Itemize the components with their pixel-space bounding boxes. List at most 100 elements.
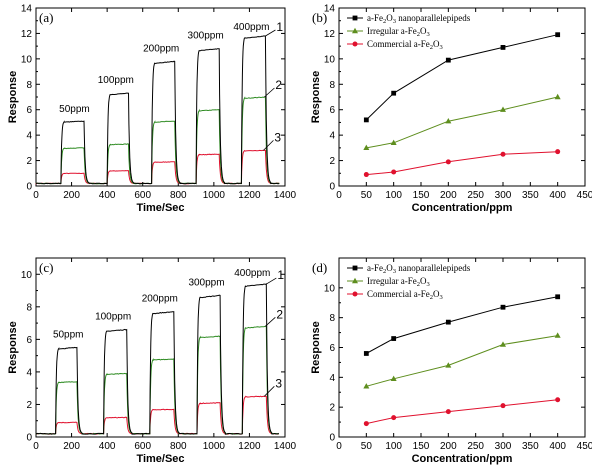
data-point-b-1 bbox=[445, 117, 452, 124]
y-tick-label-a: 2 bbox=[26, 156, 32, 167]
x-tick-label-a: 200 bbox=[63, 190, 80, 201]
x-axis-label-d: Concentration/ppm bbox=[412, 453, 513, 465]
series-line-b-1 bbox=[366, 96, 558, 149]
concentration-label-a: 50ppm bbox=[59, 104, 90, 115]
data-point-d-1 bbox=[445, 362, 452, 368]
data-point-d-2 bbox=[555, 397, 561, 403]
data-point-d-0 bbox=[363, 351, 369, 356]
data-point-b-0 bbox=[500, 45, 506, 50]
y-tick-label-d: 10 bbox=[324, 283, 336, 294]
panel-b: 0 50 100 150 200 250 300 350 400 450 0 2 4 6 8 10 12 14 Co… bbox=[310, 4, 592, 215]
x-tick-label-c: 0 bbox=[33, 441, 39, 452]
x-tick-label-a: 600 bbox=[134, 190, 151, 201]
curve-pointer-c bbox=[266, 277, 277, 285]
data-point-b-2 bbox=[445, 159, 451, 165]
x-tick-label-b: 450 bbox=[577, 190, 592, 201]
x-axis-label-c: Time/Sec bbox=[136, 453, 184, 465]
data-point-d-0 bbox=[500, 304, 506, 310]
data-point-b-0 bbox=[363, 117, 369, 123]
x-tick-label-c: 400 bbox=[99, 441, 116, 452]
curve-number-c: 1 bbox=[277, 268, 284, 282]
x-tick-label-a: 1000 bbox=[203, 190, 226, 201]
panel-d: 0 50 100 150 200 250 300 350 400 450 0 2 4 6 8 10 Concen… bbox=[310, 257, 592, 465]
data-point-d-1 bbox=[500, 341, 506, 347]
legend-entry-b: Commercial a-Fe2O3 bbox=[367, 39, 443, 51]
legend-marker-b bbox=[352, 41, 358, 47]
x-tick-label-b: 400 bbox=[549, 190, 566, 201]
series-line-a-3 bbox=[35, 149, 280, 185]
data-point-d-2 bbox=[445, 409, 451, 415]
x-tick-label-d: 300 bbox=[495, 441, 512, 452]
y-axis-label-d: Response bbox=[310, 321, 322, 374]
y-tick-label-a: 8 bbox=[26, 80, 32, 91]
x-tick-label-c: 600 bbox=[134, 441, 151, 452]
y-tick-label-a: 0 bbox=[26, 182, 32, 193]
x-tick-label-b: 300 bbox=[495, 190, 512, 201]
data-point-d-2 bbox=[500, 403, 506, 409]
panel-c: 0 200 400 600 800 1000 1200 1400 0 2 4 6 8 10 Time/Sec… bbox=[7, 257, 297, 465]
x-tick-label-a: 0 bbox=[33, 190, 39, 201]
series-line-a-1 bbox=[35, 35, 280, 185]
legend-marker-d bbox=[352, 265, 358, 271]
data-point-d-2 bbox=[363, 421, 369, 427]
data-point-b-2 bbox=[555, 149, 561, 155]
y-tick-label-c: 10 bbox=[21, 270, 33, 281]
x-tick-label-b: 0 bbox=[336, 190, 342, 201]
data-point-d-0 bbox=[555, 294, 561, 300]
panel-label-c: (c) bbox=[39, 260, 53, 275]
y-tick-label-a: 14 bbox=[21, 4, 33, 15]
data-point-b-1 bbox=[390, 139, 397, 145]
curve-pointer-c bbox=[264, 386, 275, 397]
x-tick-label-a: 400 bbox=[99, 190, 116, 201]
x-tick-label-d: 50 bbox=[361, 441, 373, 452]
x-tick-label-b: 50 bbox=[361, 190, 373, 201]
data-point-d-1 bbox=[554, 332, 561, 338]
data-point-b-1 bbox=[363, 144, 370, 151]
y-tick-label-a: 6 bbox=[26, 105, 32, 116]
x-tick-label-c: 800 bbox=[170, 441, 187, 452]
x-tick-label-d: 250 bbox=[467, 441, 484, 452]
curve-number-a: 2 bbox=[275, 78, 282, 92]
series-line-c-1 bbox=[35, 283, 279, 435]
x-tick-label-d: 400 bbox=[549, 441, 566, 452]
x-tick-label-b: 200 bbox=[440, 190, 457, 201]
y-tick-label-b: 8 bbox=[329, 80, 335, 91]
x-axis-label-a: Time/Sec bbox=[136, 202, 184, 214]
panel-label-d: (d) bbox=[312, 260, 327, 275]
plot-frame-a bbox=[35, 7, 286, 187]
data-point-b-0 bbox=[391, 90, 397, 96]
plot-frame-c bbox=[35, 257, 286, 438]
panel-a: 0 200 400 600 800 1000 1200 140002468101214Time… bbox=[7, 4, 297, 215]
x-tick-label-d: 200 bbox=[440, 441, 457, 452]
legend-entry-d: a-Fe2O3 nanoparallelepipeds bbox=[367, 263, 471, 275]
y-tick-label-c: 6 bbox=[26, 335, 32, 346]
x-tick-label-b: 100 bbox=[385, 190, 402, 201]
x-tick-label-d: 450 bbox=[577, 441, 592, 452]
curve-pointer-a bbox=[263, 140, 274, 151]
y-axis-label-a: Response bbox=[7, 71, 19, 124]
series-line-d-0 bbox=[366, 296, 558, 354]
y-tick-label-d: 4 bbox=[329, 373, 335, 384]
concentration-label-c: 400ppm bbox=[234, 268, 270, 279]
curve-number-a: 1 bbox=[276, 20, 283, 34]
series-line-d-2 bbox=[366, 399, 558, 425]
legend-marker-b bbox=[352, 15, 358, 21]
concentration-label-a: 300ppm bbox=[188, 31, 224, 42]
x-tick-label-d: 150 bbox=[413, 441, 430, 452]
y-tick-label-c: 0 bbox=[26, 433, 32, 444]
x-tick-label-c: 1200 bbox=[238, 441, 261, 452]
y-tick-label-b: 2 bbox=[329, 156, 335, 167]
concentration-label-c: 50ppm bbox=[53, 330, 84, 341]
y-axis-label-c: Response bbox=[7, 321, 19, 374]
x-tick-label-b: 250 bbox=[467, 190, 484, 201]
curve-pointer-a bbox=[264, 87, 275, 98]
data-point-b-2 bbox=[391, 169, 397, 175]
legend-marker-d bbox=[352, 277, 358, 284]
x-tick-label-d: 0 bbox=[336, 441, 342, 452]
y-tick-label-b: 12 bbox=[324, 29, 336, 40]
y-tick-label-b: 0 bbox=[329, 182, 335, 193]
legend-entry-b: a-Fe2O3 nanoparallelepipeds bbox=[367, 13, 471, 25]
y-tick-label-d: 0 bbox=[329, 433, 335, 444]
y-tick-label-d: 8 bbox=[329, 313, 335, 324]
legend-marker-b bbox=[352, 27, 358, 34]
